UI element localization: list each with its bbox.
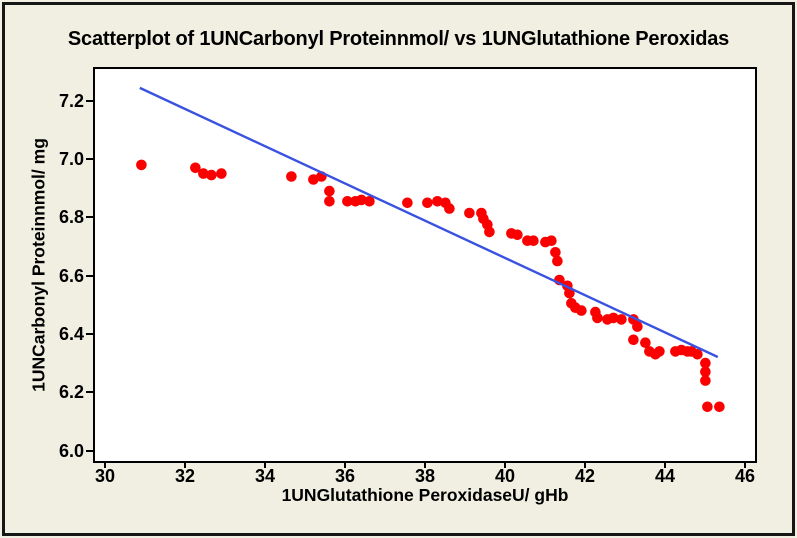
data-point	[552, 255, 563, 267]
data-point	[700, 357, 711, 369]
y-axis-label: 1UNCarbonyl Proteinnmol/ mg	[28, 138, 49, 392]
chart-title: Scatterplot of 1UNCarbonyl Proteinnmol/ …	[67, 28, 730, 50]
x-tick-label: 34	[254, 466, 276, 486]
y-tick-label: 6.8	[58, 207, 84, 227]
y-tick-label: 6.0	[58, 441, 84, 461]
data-point	[464, 207, 475, 219]
data-point	[616, 314, 627, 325]
plot-canvas	[136, 86, 725, 413]
y-tick-mark	[86, 275, 94, 277]
trend-line	[139, 86, 719, 359]
data-point	[308, 174, 319, 185]
x-tick-label: 40	[494, 466, 516, 486]
data-point	[628, 334, 639, 346]
y-tick-label: 6.4	[58, 324, 84, 344]
data-point	[484, 226, 495, 238]
x-tick-mark	[744, 461, 746, 468]
data-point	[576, 305, 587, 316]
y-tick-label: 7.2	[58, 91, 84, 111]
x-tick-mark	[584, 461, 586, 468]
data-point	[422, 197, 433, 209]
x-tick-mark	[184, 461, 186, 468]
data-point	[546, 235, 557, 246]
x-tick-mark	[104, 461, 106, 468]
data-point	[324, 185, 335, 197]
x-tick-label: 32	[174, 466, 196, 486]
data-point	[700, 375, 711, 386]
data-point	[702, 401, 713, 413]
y-tick-mark	[86, 216, 94, 218]
data-point	[700, 366, 711, 378]
data-point	[364, 196, 375, 207]
x-tick-label: 46	[734, 466, 756, 486]
x-tick-mark	[424, 461, 426, 468]
x-tick-label: 44	[654, 466, 676, 486]
data-point	[136, 159, 147, 171]
data-point	[632, 321, 643, 332]
data-point	[206, 169, 217, 181]
x-tick-mark	[504, 461, 506, 468]
data-point	[216, 168, 227, 179]
data-point	[714, 401, 725, 413]
x-tick-label: 42	[574, 466, 596, 486]
data-point	[444, 203, 455, 214]
data-point	[198, 168, 209, 179]
data-point	[286, 171, 297, 182]
y-tick-mark	[86, 158, 94, 160]
data-point	[512, 229, 523, 241]
data-point	[528, 235, 539, 246]
x-axis-label: 1UNGlutathione PeroxidaseU/ gHb	[281, 485, 569, 505]
y-tick-label: 6.6	[58, 266, 84, 286]
data-point	[190, 162, 201, 174]
x-tick-label: 30	[94, 466, 116, 486]
data-point	[654, 346, 665, 357]
data-point	[692, 349, 703, 360]
x-tick-mark	[264, 461, 266, 468]
data-point	[342, 196, 353, 207]
y-tick-label: 7.0	[58, 149, 84, 169]
y-tick-mark	[86, 100, 94, 102]
data-point	[608, 312, 619, 324]
y-tick-label: 6.2	[58, 382, 84, 402]
data-point	[592, 312, 603, 324]
x-tick-label: 38	[414, 466, 436, 486]
data-point	[324, 196, 335, 207]
y-tick-mark	[86, 333, 94, 335]
x-tick-label: 36	[334, 466, 356, 486]
y-tick-mark	[86, 450, 94, 452]
y-tick-mark	[86, 391, 94, 393]
data-point	[356, 194, 367, 206]
x-tick-mark	[664, 461, 666, 468]
x-tick-mark	[344, 461, 346, 468]
data-point	[432, 196, 443, 207]
data-point	[640, 337, 651, 349]
data-point	[550, 247, 561, 258]
plot-area	[93, 67, 757, 463]
data-point	[402, 197, 413, 209]
